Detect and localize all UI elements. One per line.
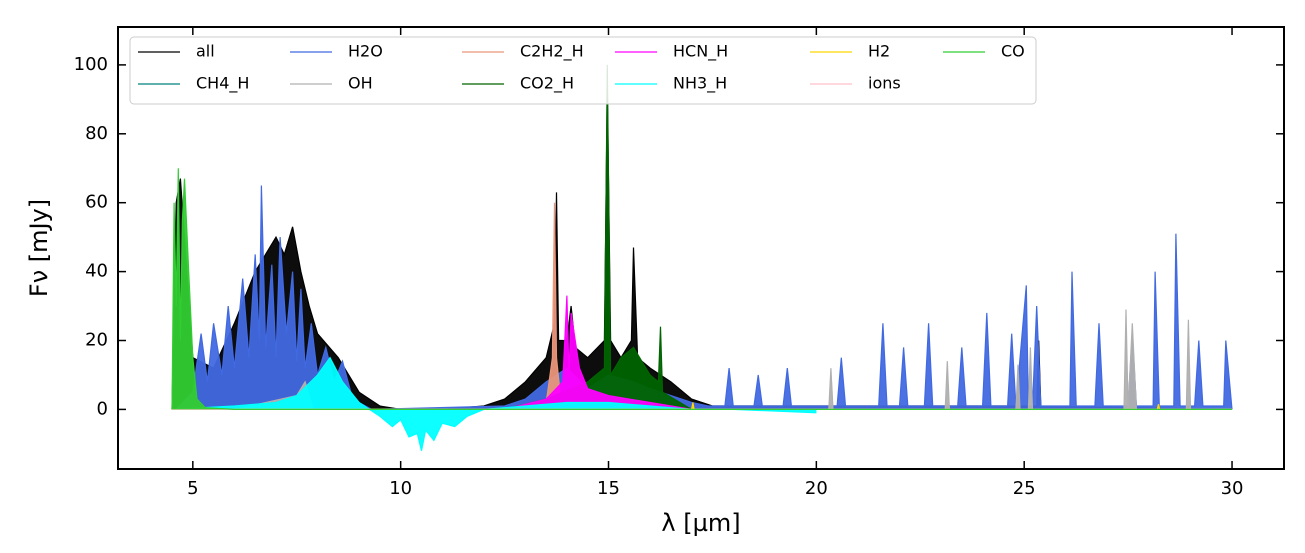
legend-label: C2H2_H — [520, 42, 584, 62]
legend-label: H2 — [868, 42, 890, 61]
axes-frame — [117, 26, 1285, 470]
legend-label: H2O — [348, 42, 383, 61]
legend-label: NH3_H — [673, 74, 727, 94]
x-tick-label: 30 — [1221, 478, 1244, 499]
x-tick-label: 5 — [187, 478, 198, 499]
series-line — [171, 168, 1232, 410]
legend-label: HCN_H — [673, 42, 728, 62]
y-tick-label: 100 — [74, 54, 108, 75]
x-axis-label: λ [µm] — [661, 509, 740, 537]
series-line — [171, 356, 817, 451]
series-line — [504, 295, 692, 410]
series-line — [234, 309, 1232, 410]
x-tick-label: 20 — [805, 478, 828, 499]
legend-label: OH — [348, 74, 373, 93]
x-tick-label: 15 — [597, 478, 620, 499]
area-fill — [172, 357, 817, 451]
legend-box — [129, 36, 1037, 105]
series-line — [175, 185, 1233, 411]
legend-label: ions — [868, 74, 901, 93]
legend-label: all — [196, 42, 215, 61]
y-axis-label: Fν [mJy] — [25, 199, 53, 297]
series-line — [504, 64, 692, 410]
legend-label: CO2_H — [520, 74, 574, 94]
y-tick-label: 60 — [85, 192, 108, 213]
plot-area — [171, 64, 1233, 451]
legend: all CH4_H H2O OH C2H2_H CO2_H HCN_H NH3_H H2 ions… — [138, 42, 1025, 94]
area-fill — [176, 185, 1233, 410]
y-tick-label: 80 — [85, 123, 108, 144]
x-tick-label: 25 — [1013, 478, 1036, 499]
x-tick-label: 10 — [389, 478, 412, 499]
area-fill — [234, 309, 1232, 410]
legend-label: CH4_H — [196, 74, 249, 94]
y-tick-label: 20 — [85, 329, 108, 350]
y-tick-label: 40 — [85, 261, 108, 282]
legend-label: CO — [1001, 42, 1025, 61]
y-tick-label: 0 — [97, 398, 108, 419]
